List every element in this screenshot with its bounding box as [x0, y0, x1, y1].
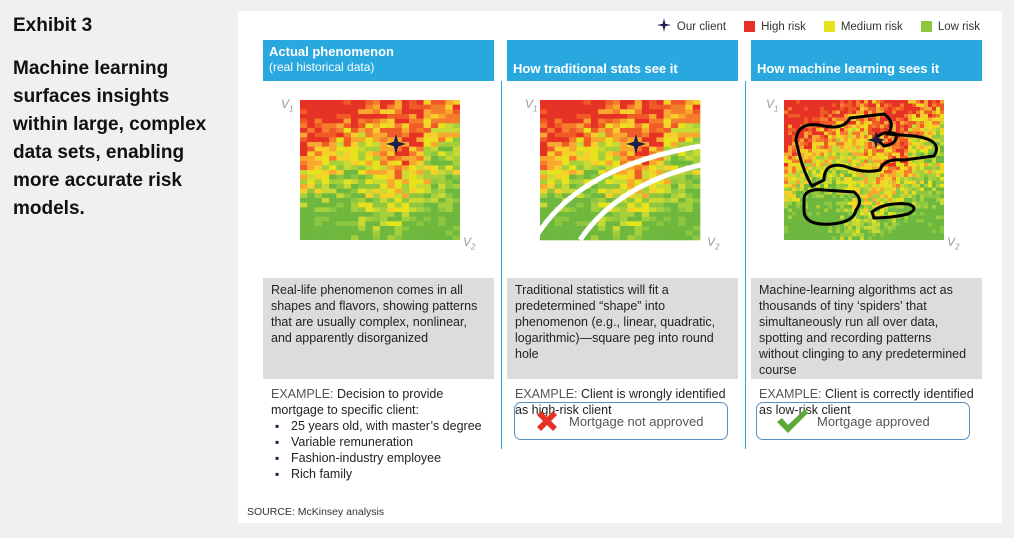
fitted-curve	[531, 141, 716, 242]
exhibit-label: Exhibit 3	[13, 15, 93, 36]
green-check-icon	[775, 407, 809, 435]
column-header: How machine learning sees it	[751, 40, 982, 81]
column-traditional: How traditional stats see it V1 V2 Tradi…	[507, 40, 738, 417]
heatmap-grid	[300, 100, 460, 240]
column-machine-learning: How machine learning sees it V1 V2 Machi…	[751, 40, 982, 417]
medium-risk-swatch	[823, 21, 835, 32]
column-title: How traditional stats see it	[513, 61, 678, 76]
low-risk-swatch	[920, 21, 932, 32]
column-description: Traditional statistics will fit a predet…	[507, 278, 738, 379]
heatmap-chart: V1 V2	[263, 92, 494, 252]
legend-high-label: High risk	[761, 20, 806, 33]
axis-v1-label: V1	[281, 97, 294, 114]
heatmap-grid	[784, 100, 944, 240]
axis-v1-label: V1	[525, 97, 538, 114]
column-example: EXAMPLE: Decision to provide mortgage to…	[263, 386, 494, 482]
client-star-icon	[867, 131, 885, 149]
legend-client-label: Our client	[676, 20, 727, 33]
list-item: Variable remuneration	[275, 434, 486, 450]
axis-v2-label: V2	[707, 235, 720, 252]
legend-medium-label: Medium risk	[840, 20, 903, 33]
list-item: 25 years old, with master’s degree	[275, 418, 486, 434]
column-header: Actual phenomenon (real historical data)	[263, 40, 494, 81]
high-risk-swatch	[744, 21, 756, 32]
client-star-icon	[656, 18, 671, 35]
column-header: How traditional stats see it	[507, 40, 738, 81]
client-star-icon	[626, 134, 646, 154]
fitted-curve	[577, 159, 716, 242]
axis-v2-label: V2	[947, 235, 960, 252]
axis-v1-label: V1	[766, 97, 779, 114]
heatmap-cells	[300, 100, 460, 240]
example-bullets: 25 years old, with master’s degree Varia…	[271, 418, 486, 482]
source-note: SOURCE: McKinsey analysis	[247, 506, 385, 518]
red-x-icon	[533, 407, 561, 435]
example-label: EXAMPLE:	[515, 387, 578, 401]
mortgage-not-approved-box: Mortgage not approved	[514, 402, 728, 440]
result-label: Mortgage not approved	[569, 413, 704, 429]
column-description: Machine-learning algorithms act as thous…	[751, 278, 982, 379]
list-item: Rich family	[275, 466, 486, 482]
list-item: Fashion-industry employee	[275, 450, 486, 466]
heatmap-chart: V1 V2	[507, 92, 738, 252]
heatmap-chart: V1 V2	[751, 92, 982, 252]
legend: Our client High risk Medium risk Low ris…	[656, 18, 980, 35]
column-subtitle: (real historical data)	[269, 60, 375, 74]
divider	[501, 81, 502, 449]
result-label: Mortgage approved	[817, 413, 930, 429]
mortgage-approved-box: Mortgage approved	[756, 402, 970, 440]
client-star-icon	[386, 134, 406, 154]
example-label: EXAMPLE:	[759, 387, 822, 401]
exhibit-panel: Our client High risk Medium risk Low ris…	[238, 11, 1002, 523]
risk-boundary	[873, 131, 898, 148]
example-text: Decision to provide mortgage to specific…	[271, 387, 444, 417]
risk-boundary	[794, 112, 938, 188]
legend-low-label: Low risk	[937, 20, 980, 33]
exhibit-subtitle: Machine learning surfaces insights withi…	[13, 58, 207, 219]
column-actual: Actual phenomenon (real historical data)…	[263, 40, 494, 482]
column-title: Actual phenomenon	[269, 44, 394, 59]
axis-v2-label: V2	[463, 235, 476, 252]
heatmap-grid	[531, 100, 716, 242]
risk-boundary	[870, 202, 916, 220]
risk-boundary	[802, 188, 861, 226]
example-label: EXAMPLE:	[271, 387, 334, 401]
column-description: Real-life phenomenon comes in all shapes…	[263, 278, 494, 379]
divider	[745, 81, 746, 449]
column-title: How machine learning sees it	[757, 61, 940, 76]
